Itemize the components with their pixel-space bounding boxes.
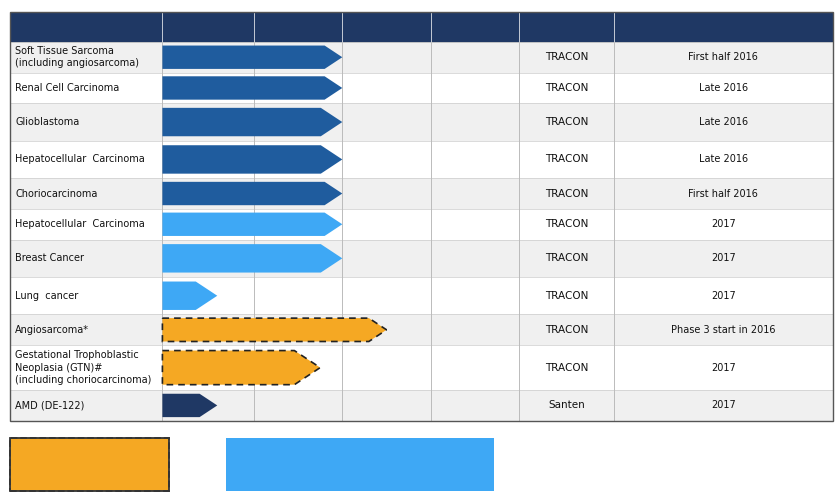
Text: Late 2016: Late 2016 xyxy=(698,83,747,93)
Text: Hepatocellular  Carcinoma: Hepatocellular Carcinoma xyxy=(15,219,145,229)
Text: with Inlyta: with Inlyta xyxy=(169,84,212,93)
Bar xyxy=(253,12,342,42)
Text: Single agent and with Avastin: Single agent and with Avastin xyxy=(169,363,294,372)
Text: 2017: 2017 xyxy=(710,253,735,263)
Text: Pre-clinical: Pre-clinical xyxy=(175,22,241,32)
Text: Lung  cancer: Lung cancer xyxy=(15,291,79,301)
Bar xyxy=(10,314,832,345)
Polygon shape xyxy=(162,213,342,236)
Bar xyxy=(518,12,613,42)
Text: Commercial
Rights: Commercial Rights xyxy=(531,16,600,38)
Polygon shape xyxy=(162,108,342,136)
Text: 2017: 2017 xyxy=(710,291,735,301)
Text: Phase 1: Phase 1 xyxy=(274,22,321,32)
Text: Data Expected: Data Expected xyxy=(680,22,765,32)
Bar xyxy=(10,209,832,240)
Text: Phase 3: Phase 3 xyxy=(451,22,497,32)
Text: TRACON: TRACON xyxy=(544,189,588,199)
Text: Phase 2: Phase 2 xyxy=(363,22,409,32)
Text: with Votrient: with Votrient xyxy=(169,53,222,62)
Bar xyxy=(10,73,832,104)
Text: Hepatocellular  Carcinoma: Hepatocellular Carcinoma xyxy=(15,154,145,164)
Text: Soft Tissue Sarcoma
(including angiosarcoma): Soft Tissue Sarcoma (including angiosarc… xyxy=(15,46,139,68)
Text: with Avastin: with Avastin xyxy=(169,189,221,198)
Polygon shape xyxy=(162,45,342,69)
Text: TRACON: TRACON xyxy=(544,253,588,263)
Text: with Avastin and
Carboplatin/Taxol: with Avastin and Carboplatin/Taxol xyxy=(169,286,242,305)
Bar xyxy=(342,12,431,42)
Polygon shape xyxy=(162,318,386,342)
Text: TRACON: TRACON xyxy=(544,117,588,127)
Text: Breast Cancer: Breast Cancer xyxy=(15,253,84,263)
Text: Choriocarcinoma: Choriocarcinoma xyxy=(15,189,97,199)
Text: TRACON: TRACON xyxy=(544,325,588,335)
Bar xyxy=(10,12,162,42)
Bar xyxy=(10,438,169,491)
Text: with Nexavar: with Nexavar xyxy=(169,220,224,229)
Text: Angiosarcoma*: Angiosarcoma* xyxy=(15,325,89,335)
Text: AMD (DE-122): AMD (DE-122) xyxy=(15,400,84,410)
Polygon shape xyxy=(162,182,342,205)
Text: with Afinitor and Femara
(UAB-sponsored): with Afinitor and Femara (UAB-sponsored) xyxy=(169,249,273,268)
Bar xyxy=(162,12,253,42)
Bar xyxy=(10,277,832,314)
Text: with Nexavar
(NCI-sponsored): with Nexavar (NCI-sponsored) xyxy=(169,150,237,169)
Text: TRACON: TRACON xyxy=(544,219,588,229)
Bar xyxy=(10,178,832,209)
Text: TRACON: TRACON xyxy=(544,154,588,164)
Text: TRACON: TRACON xyxy=(544,52,588,62)
Text: 2017: 2017 xyxy=(710,219,735,229)
Polygon shape xyxy=(162,281,217,310)
Bar xyxy=(10,12,832,421)
Text: Phase 3 start in 2016: Phase 3 start in 2016 xyxy=(670,325,774,335)
Text: Gestational Trophoblastic
Neoplasia (GTN)#
(including choriocarcinoma): Gestational Trophoblastic Neoplasia (GTN… xyxy=(15,350,151,385)
Text: with Votrient: with Votrient xyxy=(169,325,222,334)
Text: with Avastin
(NCI-sponsored): with Avastin (NCI-sponsored) xyxy=(169,113,237,132)
Text: Glioblastoma: Glioblastoma xyxy=(15,117,79,127)
Bar xyxy=(226,438,493,491)
Bar xyxy=(10,104,832,141)
Bar xyxy=(10,345,832,390)
Polygon shape xyxy=(162,145,342,174)
Text: Late 2016: Late 2016 xyxy=(698,117,747,127)
Bar xyxy=(10,390,832,421)
Bar xyxy=(10,141,832,178)
Text: 2017: 2017 xyxy=(710,363,735,373)
Bar xyxy=(10,438,169,491)
Text: *Planned Phase 3 clinical trial
#Planned Phase 2 clinical trial: *Planned Phase 3 clinical trial #Planned… xyxy=(21,454,158,475)
Text: TRACON: TRACON xyxy=(544,291,588,301)
Text: 2017: 2017 xyxy=(710,400,735,410)
Text: First half 2016: First half 2016 xyxy=(687,189,757,199)
Text: First half 2016: First half 2016 xyxy=(687,52,757,62)
Text: TRC105: TRC105 xyxy=(64,22,109,32)
Polygon shape xyxy=(162,76,342,100)
Bar xyxy=(431,12,518,42)
Text: Late 2016: Late 2016 xyxy=(698,154,747,164)
Text: TRACON: TRACON xyxy=(544,83,588,93)
Bar xyxy=(613,12,832,42)
Bar xyxy=(10,42,832,73)
Bar xyxy=(10,240,832,277)
Text: Trial open, first patient not yet dosed: Trial open, first patient not yet dosed xyxy=(242,459,477,470)
Text: Santen: Santen xyxy=(548,400,584,410)
Text: Renal Cell Carcinoma: Renal Cell Carcinoma xyxy=(15,83,120,93)
Text: TRACON: TRACON xyxy=(544,363,588,373)
Polygon shape xyxy=(162,394,217,417)
Polygon shape xyxy=(162,244,342,272)
Polygon shape xyxy=(162,351,320,384)
